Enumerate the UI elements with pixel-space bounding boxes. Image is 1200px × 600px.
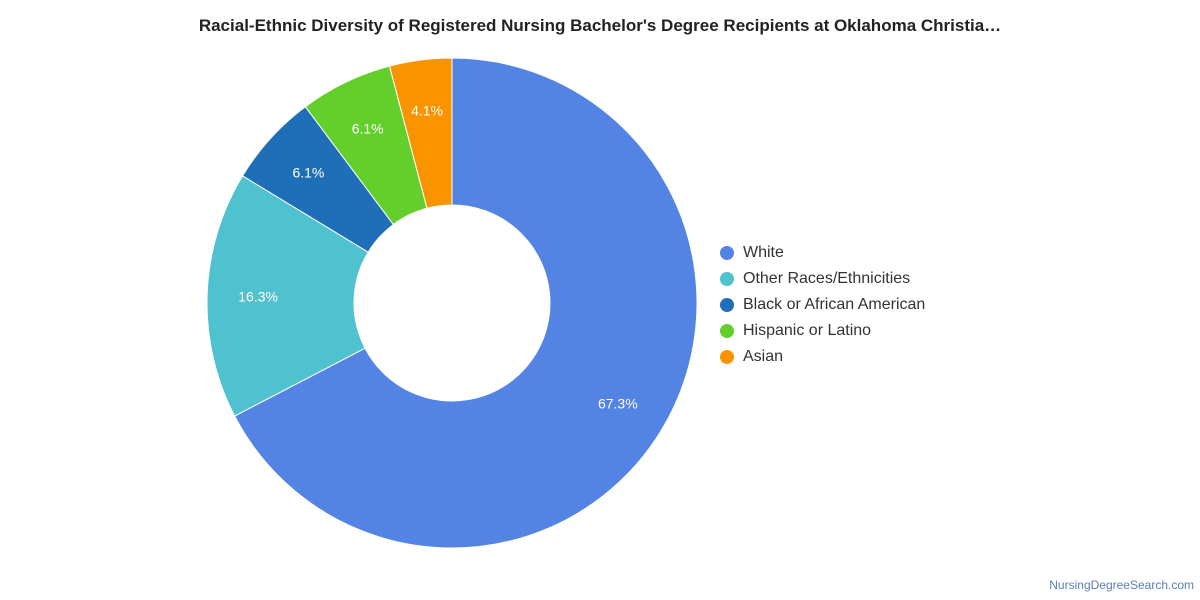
slice-label-black-or-african-american: 6.1% xyxy=(292,165,324,181)
slice-label-asian: 4.1% xyxy=(411,103,443,119)
legend-label: Asian xyxy=(743,348,784,365)
legend-marker xyxy=(720,350,734,364)
slice-label-hispanic-or-latino: 6.1% xyxy=(352,120,384,136)
legend-label: Hispanic or Latino xyxy=(743,322,872,339)
legend-item-white[interactable]: White xyxy=(720,240,925,266)
chart-title: Racial-Ethnic Diversity of Registered Nu… xyxy=(198,16,1002,35)
legend-marker xyxy=(720,324,734,338)
legend-item-other-races-ethnicities[interactable]: Other Races/Ethnicities xyxy=(720,266,925,292)
slice-asian xyxy=(388,57,453,209)
legend-label: Black or African American xyxy=(743,296,926,313)
legend-marker xyxy=(720,246,734,260)
slice-other-races-ethnicities xyxy=(206,175,369,417)
legend-item-hispanic-or-latino[interactable]: Hispanic or Latino xyxy=(720,318,925,344)
slice-label-white: 67.3% xyxy=(598,396,638,412)
legend-label: Other Races/Ethnicities xyxy=(743,270,911,287)
legend-marker xyxy=(720,298,734,312)
legend-marker xyxy=(720,272,734,286)
legend-label: White xyxy=(743,244,784,261)
legend-item-black-or-african-american[interactable]: Black or African American xyxy=(720,292,925,318)
source-credit: NursingDegreeSearch.com xyxy=(1049,578,1194,592)
chart-legend: White Other Races/Ethnicities Black or Afr… xyxy=(720,240,925,370)
slice-label-other-races-ethnicities: 16.3% xyxy=(238,289,278,305)
slice-white xyxy=(233,57,698,549)
legend-item-asian[interactable]: Asian xyxy=(720,344,925,370)
